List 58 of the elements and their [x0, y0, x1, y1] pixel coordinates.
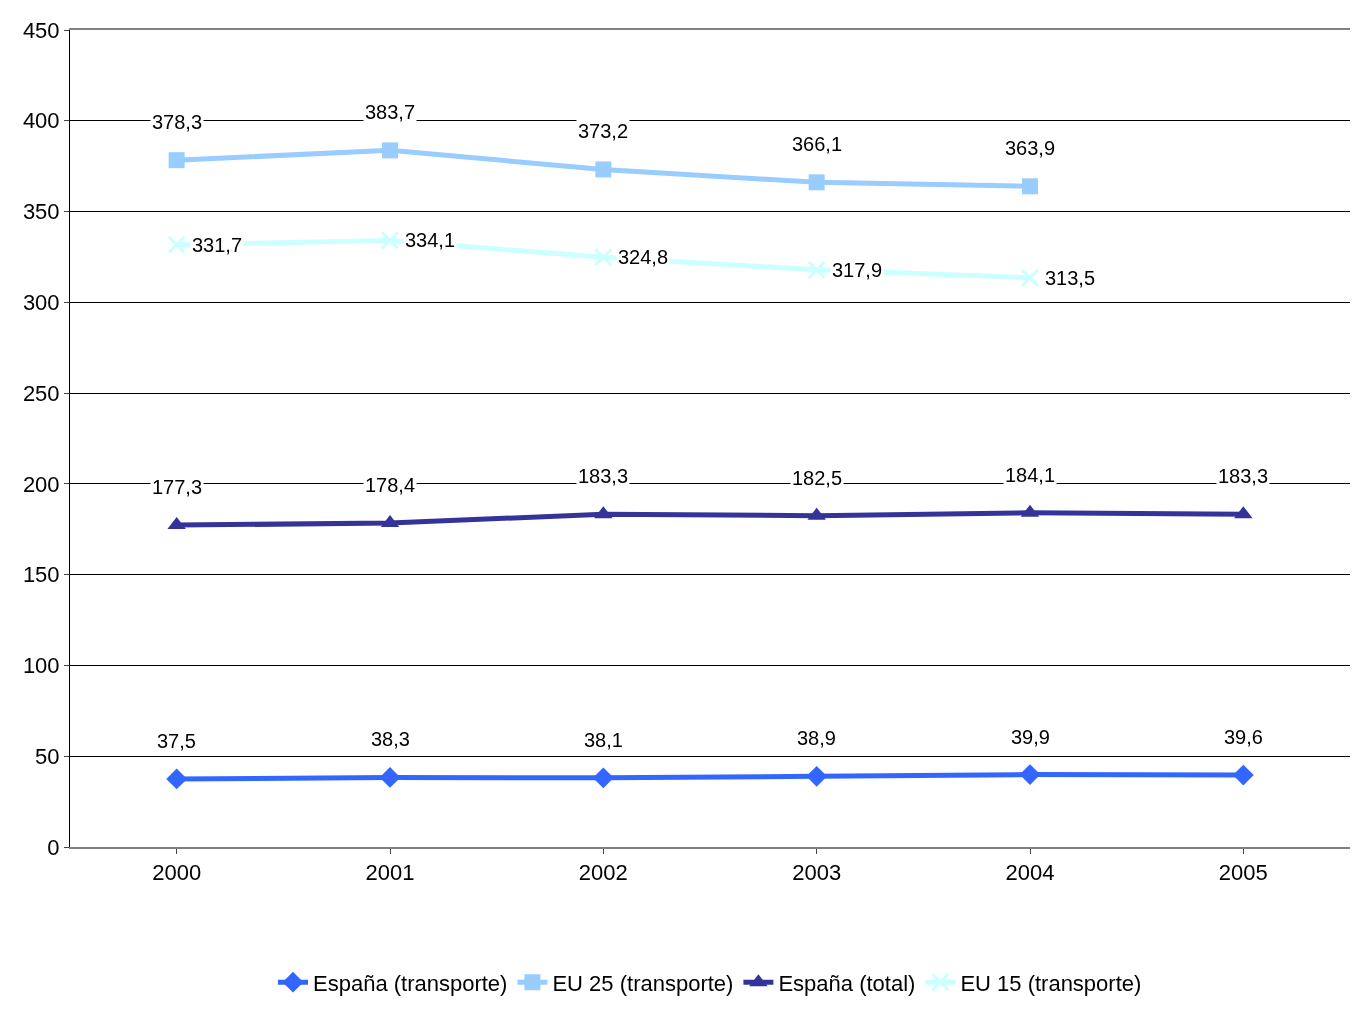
legend-label: España (total)	[778, 970, 916, 996]
data-label: 366,1	[792, 133, 843, 155]
y-tick-label: 0	[47, 834, 60, 860]
point	[166, 768, 188, 790]
data-label: 313,5	[1045, 267, 1096, 289]
data-label: 39,9	[1011, 726, 1050, 748]
data-label: 373,2	[578, 120, 629, 142]
data-label: 331,7	[192, 234, 243, 256]
y-tick-label: 350	[22, 199, 60, 225]
point	[167, 235, 187, 255]
y-tick-label: 50	[35, 743, 60, 769]
legend-label: España (transporte)	[313, 970, 508, 996]
y-tick-label: 250	[22, 380, 60, 406]
point	[807, 260, 827, 280]
y-tick-label: 200	[22, 471, 60, 497]
point	[592, 767, 614, 789]
x-tick-label: 2005	[1218, 860, 1268, 886]
data-label: 38,3	[371, 728, 410, 750]
data-label: 182,5	[792, 467, 843, 489]
y-tick-label: 300	[22, 290, 60, 316]
data-label: 38,1	[584, 729, 623, 751]
point	[1232, 764, 1254, 786]
y-tick-label: 450	[22, 17, 60, 43]
data-label: 183,3	[578, 465, 629, 487]
data-label: 38,9	[797, 727, 836, 749]
data-label: 177,3	[152, 476, 203, 498]
point	[382, 142, 398, 159]
point	[1022, 178, 1038, 195]
point	[593, 247, 613, 267]
point	[379, 767, 401, 788]
legend-label: EU 25 (transporte)	[552, 970, 734, 996]
data-label: 317,9	[832, 259, 883, 281]
point	[1019, 764, 1041, 785]
y-tick-label: 150	[22, 562, 60, 588]
point	[168, 152, 185, 169]
x-tick-label: 2001	[365, 860, 415, 886]
data-label: 324,8	[618, 246, 669, 268]
point	[1020, 268, 1040, 288]
data-label: 39,6	[1224, 726, 1263, 748]
x-tick-label: 2003	[792, 860, 842, 886]
data-label: 183,3	[1218, 465, 1269, 487]
x-tick-label: 2000	[152, 860, 202, 886]
y-tick-label: 400	[22, 108, 60, 134]
data-label: 37,5	[157, 730, 196, 752]
data-label: 363,9	[1005, 137, 1056, 159]
data-label: 383,7	[365, 101, 416, 123]
x-tick-label: 2004	[1005, 860, 1055, 886]
y-tick-label: 100	[22, 653, 60, 679]
point	[380, 230, 400, 250]
point	[595, 161, 612, 178]
point	[808, 174, 825, 191]
legend-label: EU 15 (transporte)	[960, 970, 1142, 996]
x-tick-label: 2002	[578, 860, 628, 886]
data-label: 378,3	[152, 111, 203, 133]
data-label: 178,4	[365, 474, 416, 496]
data-label: 184,1	[1005, 464, 1056, 486]
point	[806, 765, 828, 787]
data-label: 334,1	[405, 229, 456, 251]
